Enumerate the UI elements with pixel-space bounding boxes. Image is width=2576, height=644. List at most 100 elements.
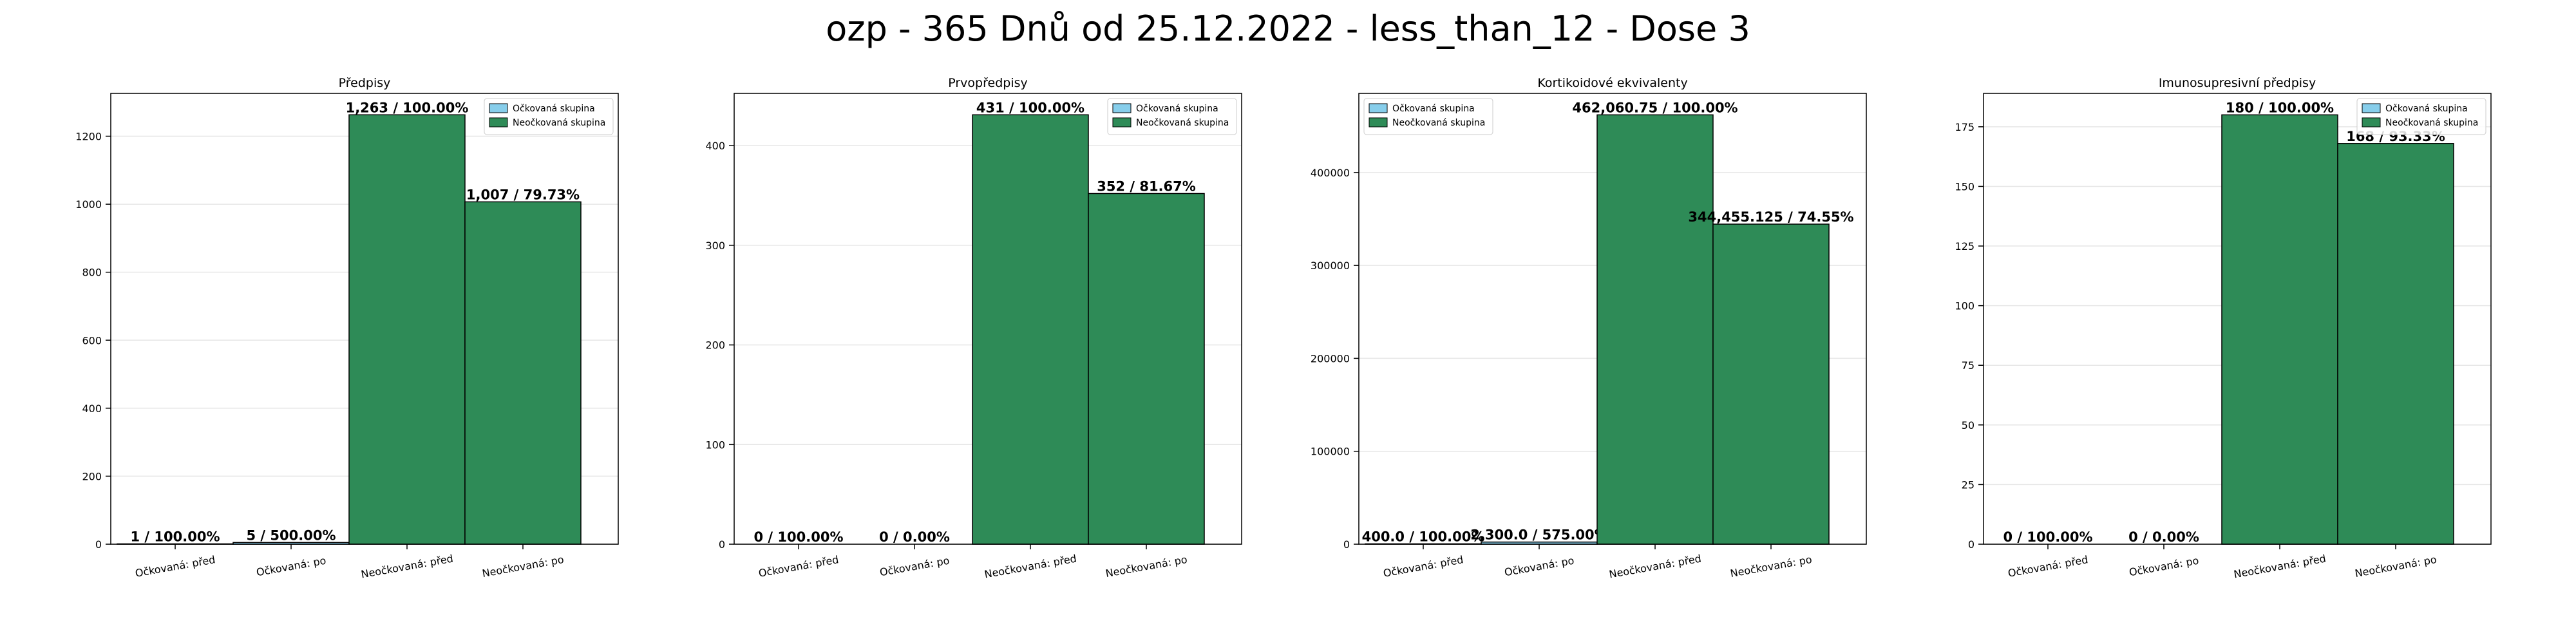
plot-frame bbox=[110, 93, 619, 545]
y-tick-label: 400000 bbox=[1311, 167, 1350, 179]
legend-label: Očkovaná skupina bbox=[1392, 104, 1475, 114]
x-tick-label: Očkovaná: po bbox=[2128, 554, 2200, 579]
legend-box bbox=[1107, 98, 1237, 135]
legend-label: Očkovaná skupina bbox=[2385, 104, 2468, 114]
bar-value-label: 0 / 100.00% bbox=[754, 529, 844, 545]
figure-title: ozp - 365 Dnů od 25.12.2022 - less_than_… bbox=[826, 8, 1750, 49]
bar-value-label: 352 / 81.67% bbox=[1097, 178, 1196, 194]
x-tick-label: Očkovaná: před bbox=[757, 553, 839, 580]
bar-value-label: 400.0 / 100.00% bbox=[1362, 529, 1485, 544]
bar-unvaccinated bbox=[2221, 114, 2338, 545]
bar-value-label: 180 / 100.00% bbox=[2226, 100, 2334, 115]
legend-swatch bbox=[1112, 103, 1132, 113]
chart-title: Kortikoidové ekvivalenty bbox=[1537, 76, 1687, 90]
bar-unvaccinated bbox=[972, 114, 1089, 545]
bar-value-label: 1 / 100.00% bbox=[131, 529, 220, 544]
y-tick-label: 0 bbox=[1343, 538, 1350, 551]
plot-frame bbox=[1983, 93, 2492, 545]
legend: Očkovaná skupina Neočkovaná skupina bbox=[484, 98, 614, 135]
y-tick-label: 200000 bbox=[1311, 352, 1350, 365]
x-tick-label: Očkovaná: po bbox=[879, 554, 951, 579]
legend-swatch bbox=[489, 117, 508, 128]
bar-unvaccinated bbox=[2337, 143, 2454, 545]
y-tick-label: 50 bbox=[1962, 419, 1975, 431]
bar-value-label: 431 / 100.00% bbox=[976, 100, 1084, 115]
x-tick-label: Očkovaná: před bbox=[2007, 553, 2088, 580]
x-tick-label: Neočkovaná: po bbox=[2354, 553, 2438, 580]
y-tick-label: 100000 bbox=[1311, 446, 1350, 458]
legend-swatch bbox=[1112, 117, 1132, 128]
y-tick-label: 0 bbox=[1968, 538, 1975, 551]
bar-value-label: 1,263 / 100.00% bbox=[346, 100, 469, 115]
legend-box bbox=[484, 98, 614, 135]
x-tick-label: Neočkovaná: před bbox=[1608, 553, 1702, 581]
legend-swatch bbox=[1368, 117, 1388, 128]
bar-unvaccinated bbox=[1712, 223, 1830, 545]
legend-label: Očkovaná skupina bbox=[513, 104, 595, 114]
x-tick-label: Neočkovaná: před bbox=[2233, 553, 2327, 581]
x-tick-label: Neočkovaná: po bbox=[1729, 553, 1813, 580]
x-tick-label: Očkovaná: před bbox=[134, 553, 216, 580]
legend-label: Neočkovaná skupina bbox=[2385, 118, 2478, 128]
y-tick-label: 175 bbox=[1955, 121, 1975, 133]
x-tick-label: Neočkovaná: před bbox=[360, 553, 454, 581]
chart-panel-3: 0 100000 200000 300000 400000 400.0 / 100.00%… bbox=[1311, 76, 1867, 581]
x-tick-label: Neočkovaná: před bbox=[983, 553, 1077, 581]
plot-frame bbox=[734, 93, 1242, 545]
y-tick-label: 300000 bbox=[1311, 260, 1350, 272]
y-tick-label: 200 bbox=[82, 470, 102, 482]
y-tick-label: 75 bbox=[1962, 359, 1975, 372]
legend: Očkovaná skupina Neočkovaná skupina bbox=[2356, 98, 2486, 135]
y-tick-label: 800 bbox=[82, 267, 102, 279]
y-tick-label: 0 bbox=[719, 538, 725, 551]
x-tick-label: Očkovaná: po bbox=[256, 554, 327, 579]
y-tick-label: 100 bbox=[1955, 300, 1975, 312]
legend-label: Neočkovaná skupina bbox=[1392, 118, 1485, 128]
y-tick-label: 1200 bbox=[75, 131, 102, 143]
y-tick-label: 150 bbox=[1955, 180, 1975, 193]
legend-swatch bbox=[1368, 103, 1388, 113]
bar-value-label: 0 / 0.00% bbox=[2128, 529, 2199, 545]
legend: Očkovaná skupina Neočkovaná skupina bbox=[1107, 98, 1237, 135]
y-tick-label: 125 bbox=[1955, 240, 1975, 252]
x-tick-label: Očkovaná: po bbox=[1504, 554, 1575, 579]
legend-swatch bbox=[489, 103, 508, 113]
bar-unvaccinated bbox=[464, 201, 582, 545]
chart-title: Předpisy bbox=[339, 76, 391, 90]
y-tick-label: 300 bbox=[705, 240, 725, 252]
bar-value-label: 5 / 500.00% bbox=[247, 527, 336, 543]
bar-unvaccinated bbox=[1088, 193, 1205, 545]
bar-value-label: 462,060.75 / 100.00% bbox=[1572, 100, 1738, 115]
y-tick-label: 200 bbox=[705, 339, 725, 352]
chart-panel-1: 0 200 400 600 800 1000 1200 1 / 100.00% Očkovaná… bbox=[75, 76, 619, 581]
plot-frame bbox=[1358, 93, 1867, 545]
legend-box bbox=[2356, 98, 2486, 135]
legend: Očkovaná skupina Neočkovaná skupina bbox=[1363, 98, 1493, 135]
bar-unvaccinated bbox=[348, 114, 466, 545]
bar-unvaccinated bbox=[1596, 114, 1714, 545]
y-tick-label: 1000 bbox=[75, 198, 102, 211]
x-tick-label: Očkovaná: před bbox=[1382, 553, 1464, 580]
legend-label: Očkovaná skupina bbox=[1136, 104, 1218, 114]
y-tick-label: 400 bbox=[705, 140, 725, 152]
y-tick-label: 600 bbox=[82, 334, 102, 346]
legend-label: Neočkovaná skupina bbox=[513, 118, 605, 128]
x-tick-label: Neočkovaná: po bbox=[1104, 553, 1188, 580]
legend-label: Neočkovaná skupina bbox=[1136, 118, 1229, 128]
chart-panel-2: 0 100 200 300 400 0 / 100.00% Očkovaná: před 0 … bbox=[705, 76, 1242, 580]
legend-swatch bbox=[2362, 103, 2381, 113]
chart-panel-4: 0 25 50 75 100 125 150 175 0 / 100.00% Očkovaná: … bbox=[1955, 76, 2492, 581]
legend-swatch bbox=[2362, 117, 2381, 128]
legend-box bbox=[1363, 98, 1493, 135]
bar-value-label: 0 / 100.00% bbox=[2003, 529, 2093, 545]
x-tick-label: Neočkovaná: po bbox=[481, 553, 565, 580]
y-tick-label: 0 bbox=[95, 538, 102, 551]
bar-value-label: 0 / 0.00% bbox=[879, 529, 950, 545]
chart-title: Imunosupresivní předpisy bbox=[2159, 76, 2316, 90]
y-tick-label: 400 bbox=[82, 402, 102, 415]
bar-value-label: 1,007 / 79.73% bbox=[466, 187, 580, 202]
bar-value-label: 2,300.0 / 575.00% bbox=[1470, 527, 1607, 543]
chart-title: Prvopředpisy bbox=[948, 76, 1028, 90]
y-tick-label: 25 bbox=[1962, 478, 1975, 491]
